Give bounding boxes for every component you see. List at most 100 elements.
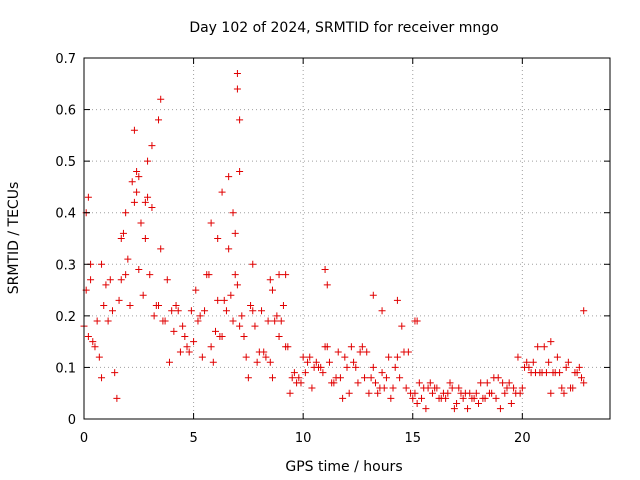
- data-point: [290, 369, 298, 377]
- data-point: [505, 379, 513, 387]
- data-point: [161, 317, 169, 325]
- data-point: [218, 332, 226, 340]
- data-point: [222, 307, 230, 315]
- data-point: [339, 394, 347, 402]
- x-tick-label: 20: [514, 431, 531, 446]
- data-point: [323, 281, 331, 289]
- data-point: [393, 296, 401, 304]
- x-tick-label: 10: [295, 431, 312, 446]
- data-point: [580, 379, 588, 387]
- data-point: [542, 369, 550, 377]
- data-point: [249, 307, 257, 315]
- data-point: [396, 374, 404, 382]
- data-point: [306, 353, 314, 361]
- data-point: [137, 219, 145, 227]
- data-point: [108, 307, 116, 315]
- data-point: [483, 379, 491, 387]
- data-point: [122, 271, 130, 279]
- data-point: [275, 271, 283, 279]
- data-point: [187, 307, 195, 315]
- data-point: [319, 369, 327, 377]
- data-point: [279, 302, 287, 310]
- data-point: [371, 379, 379, 387]
- data-point: [413, 400, 421, 408]
- data-point: [288, 374, 296, 382]
- data-point: [297, 379, 305, 387]
- data-point: [113, 394, 121, 402]
- data-point: [128, 178, 136, 186]
- data-point: [321, 265, 329, 273]
- data-point: [168, 307, 176, 315]
- data-point: [148, 142, 156, 150]
- data-point: [119, 229, 127, 237]
- data-point: [89, 338, 97, 346]
- y-tick-label: 0.7: [55, 52, 76, 67]
- data-point: [236, 116, 244, 124]
- data-point: [569, 384, 577, 392]
- data-point: [87, 276, 95, 284]
- data-point: [176, 348, 184, 356]
- data-point: [117, 235, 125, 242]
- data-point: [212, 327, 219, 335]
- y-tick-label: 0.2: [55, 310, 76, 325]
- data-point: [207, 219, 215, 227]
- data-point: [249, 260, 257, 268]
- data-point: [139, 291, 147, 299]
- data-point: [393, 353, 401, 361]
- data-point: [510, 384, 518, 392]
- data-point: [264, 317, 272, 325]
- data-point: [205, 271, 213, 279]
- data-point: [266, 358, 274, 366]
- series-srmtid: [80, 69, 588, 413]
- data-point: [459, 394, 467, 402]
- chart-title: Day 102 of 2024, SRMTID for receiver mng…: [189, 20, 498, 36]
- data-point: [450, 405, 458, 413]
- data-point: [426, 379, 434, 387]
- data-point: [135, 173, 143, 181]
- data-point: [207, 343, 215, 351]
- data-point: [481, 394, 489, 402]
- y-tick-labels: 0 0.1 0.2 0.3 0.4 0.5 0.6 0.7: [55, 52, 76, 428]
- data-point: [284, 343, 292, 351]
- data-point: [312, 358, 320, 366]
- y-tick-label: 0.1: [55, 361, 76, 376]
- y-tick-label: 0.5: [55, 155, 76, 170]
- data-point: [446, 379, 454, 387]
- data-point: [501, 389, 509, 397]
- data-point: [411, 389, 419, 397]
- data-point: [247, 302, 255, 310]
- data-point: [275, 332, 283, 340]
- data-point: [404, 348, 412, 356]
- data-point: [286, 389, 294, 397]
- data-point: [174, 307, 182, 315]
- data-point: [236, 167, 244, 175]
- data-point: [225, 245, 233, 253]
- data-point: [102, 281, 110, 289]
- data-point: [358, 343, 366, 351]
- data-point: [163, 276, 171, 284]
- x-tick-label: 0: [80, 431, 88, 446]
- data-point: [201, 307, 209, 315]
- data-point: [523, 358, 531, 366]
- data-point: [146, 271, 154, 279]
- data-point: [185, 348, 193, 356]
- data-point: [499, 379, 507, 387]
- axis-ticks: [83, 57, 610, 420]
- data-point: [330, 379, 338, 387]
- data-point: [350, 358, 358, 366]
- data-point: [233, 281, 241, 289]
- data-point: [157, 95, 165, 103]
- data-point: [273, 312, 281, 320]
- data-point: [190, 338, 198, 346]
- data-point: [529, 358, 537, 366]
- data-point: [374, 389, 382, 397]
- data-point: [141, 235, 149, 242]
- data-point: [503, 384, 511, 392]
- data-point: [100, 302, 108, 310]
- data-point: [198, 353, 206, 361]
- data-point: [472, 389, 480, 397]
- data-point: [218, 188, 226, 196]
- data-point: [122, 209, 130, 217]
